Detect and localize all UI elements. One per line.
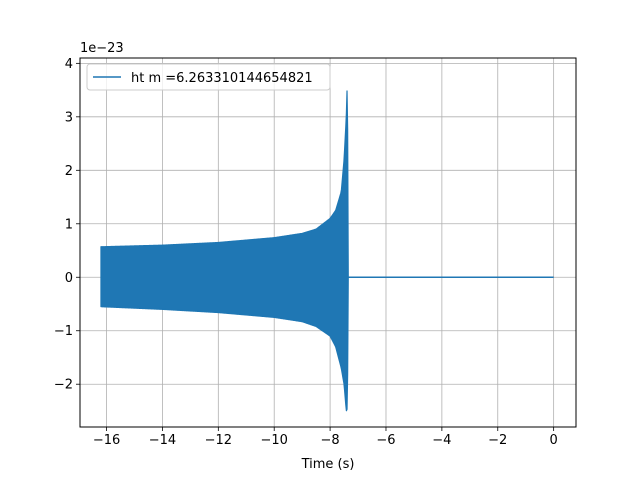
y-tick-label: 0 — [65, 271, 73, 286]
y-tick-label: −2 — [54, 378, 73, 393]
y-tick-label: −1 — [54, 324, 73, 339]
x-tick-label: −10 — [260, 433, 287, 448]
legend-label: ht m =6.263310144654821 — [131, 71, 313, 86]
y-tick-label: 3 — [65, 110, 73, 125]
x-tick-label: −4 — [432, 433, 451, 448]
x-tick-label: −16 — [93, 433, 120, 448]
y-tick-label: 2 — [65, 164, 73, 179]
legend: ht m =6.263310144654821 — [86, 63, 331, 91]
series-waveform-band — [100, 90, 349, 412]
data-layer — [100, 90, 554, 412]
y-offset-text: 1e−23 — [80, 41, 124, 56]
x-tick-label: −6 — [376, 433, 395, 448]
x-tick-label: −12 — [205, 433, 232, 448]
x-tick-label: −2 — [488, 433, 507, 448]
y-tick-label: 1 — [65, 217, 73, 232]
x-tick-label: −14 — [149, 433, 176, 448]
x-tick-label: 0 — [550, 433, 558, 448]
x-axis-label: Time (s) — [301, 457, 355, 472]
legend-box — [86, 63, 331, 91]
x-tick-label: −8 — [321, 433, 340, 448]
y-tick-label: 4 — [65, 57, 73, 72]
plot-frame — [79, 57, 577, 428]
